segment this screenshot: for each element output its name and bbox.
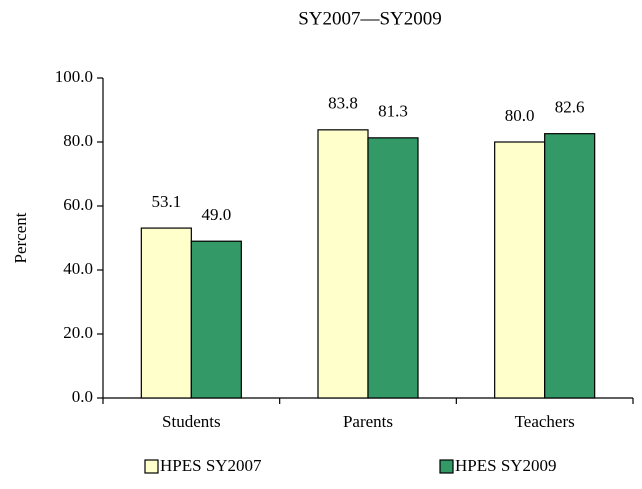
y-tick-label: 20.0 [63, 323, 93, 342]
x-tick-label: Teachers [515, 412, 575, 431]
bar [140, 227, 192, 399]
value-label: 83.8 [328, 94, 358, 113]
chart-title: SY2007—SY2009 [298, 8, 442, 29]
y-tick-label: 60.0 [63, 195, 93, 214]
value-label: 81.3 [378, 102, 408, 121]
legend-swatch [144, 459, 159, 474]
bar [367, 137, 419, 399]
value-label: 49.0 [201, 205, 231, 224]
bar [317, 129, 369, 399]
y-tick-label: 0.0 [72, 387, 93, 406]
x-tick-label: Students [162, 412, 221, 431]
bar [190, 240, 242, 399]
legend-swatch [439, 459, 454, 474]
bar [544, 133, 596, 399]
value-label: 82.6 [555, 98, 585, 117]
y-tick-label: 80.0 [63, 131, 93, 150]
value-label: 80.0 [505, 106, 535, 125]
x-tick-label: Parents [343, 412, 393, 431]
y-tick-label: 100.0 [55, 67, 93, 86]
legend-label: HPES SY2007 [160, 456, 262, 475]
y-tick-label: 40.0 [63, 259, 93, 278]
legend-label: HPES SY2009 [455, 456, 557, 475]
y-axis-label: Percent [11, 212, 30, 263]
bar [494, 141, 546, 399]
value-label: 53.1 [151, 192, 181, 211]
